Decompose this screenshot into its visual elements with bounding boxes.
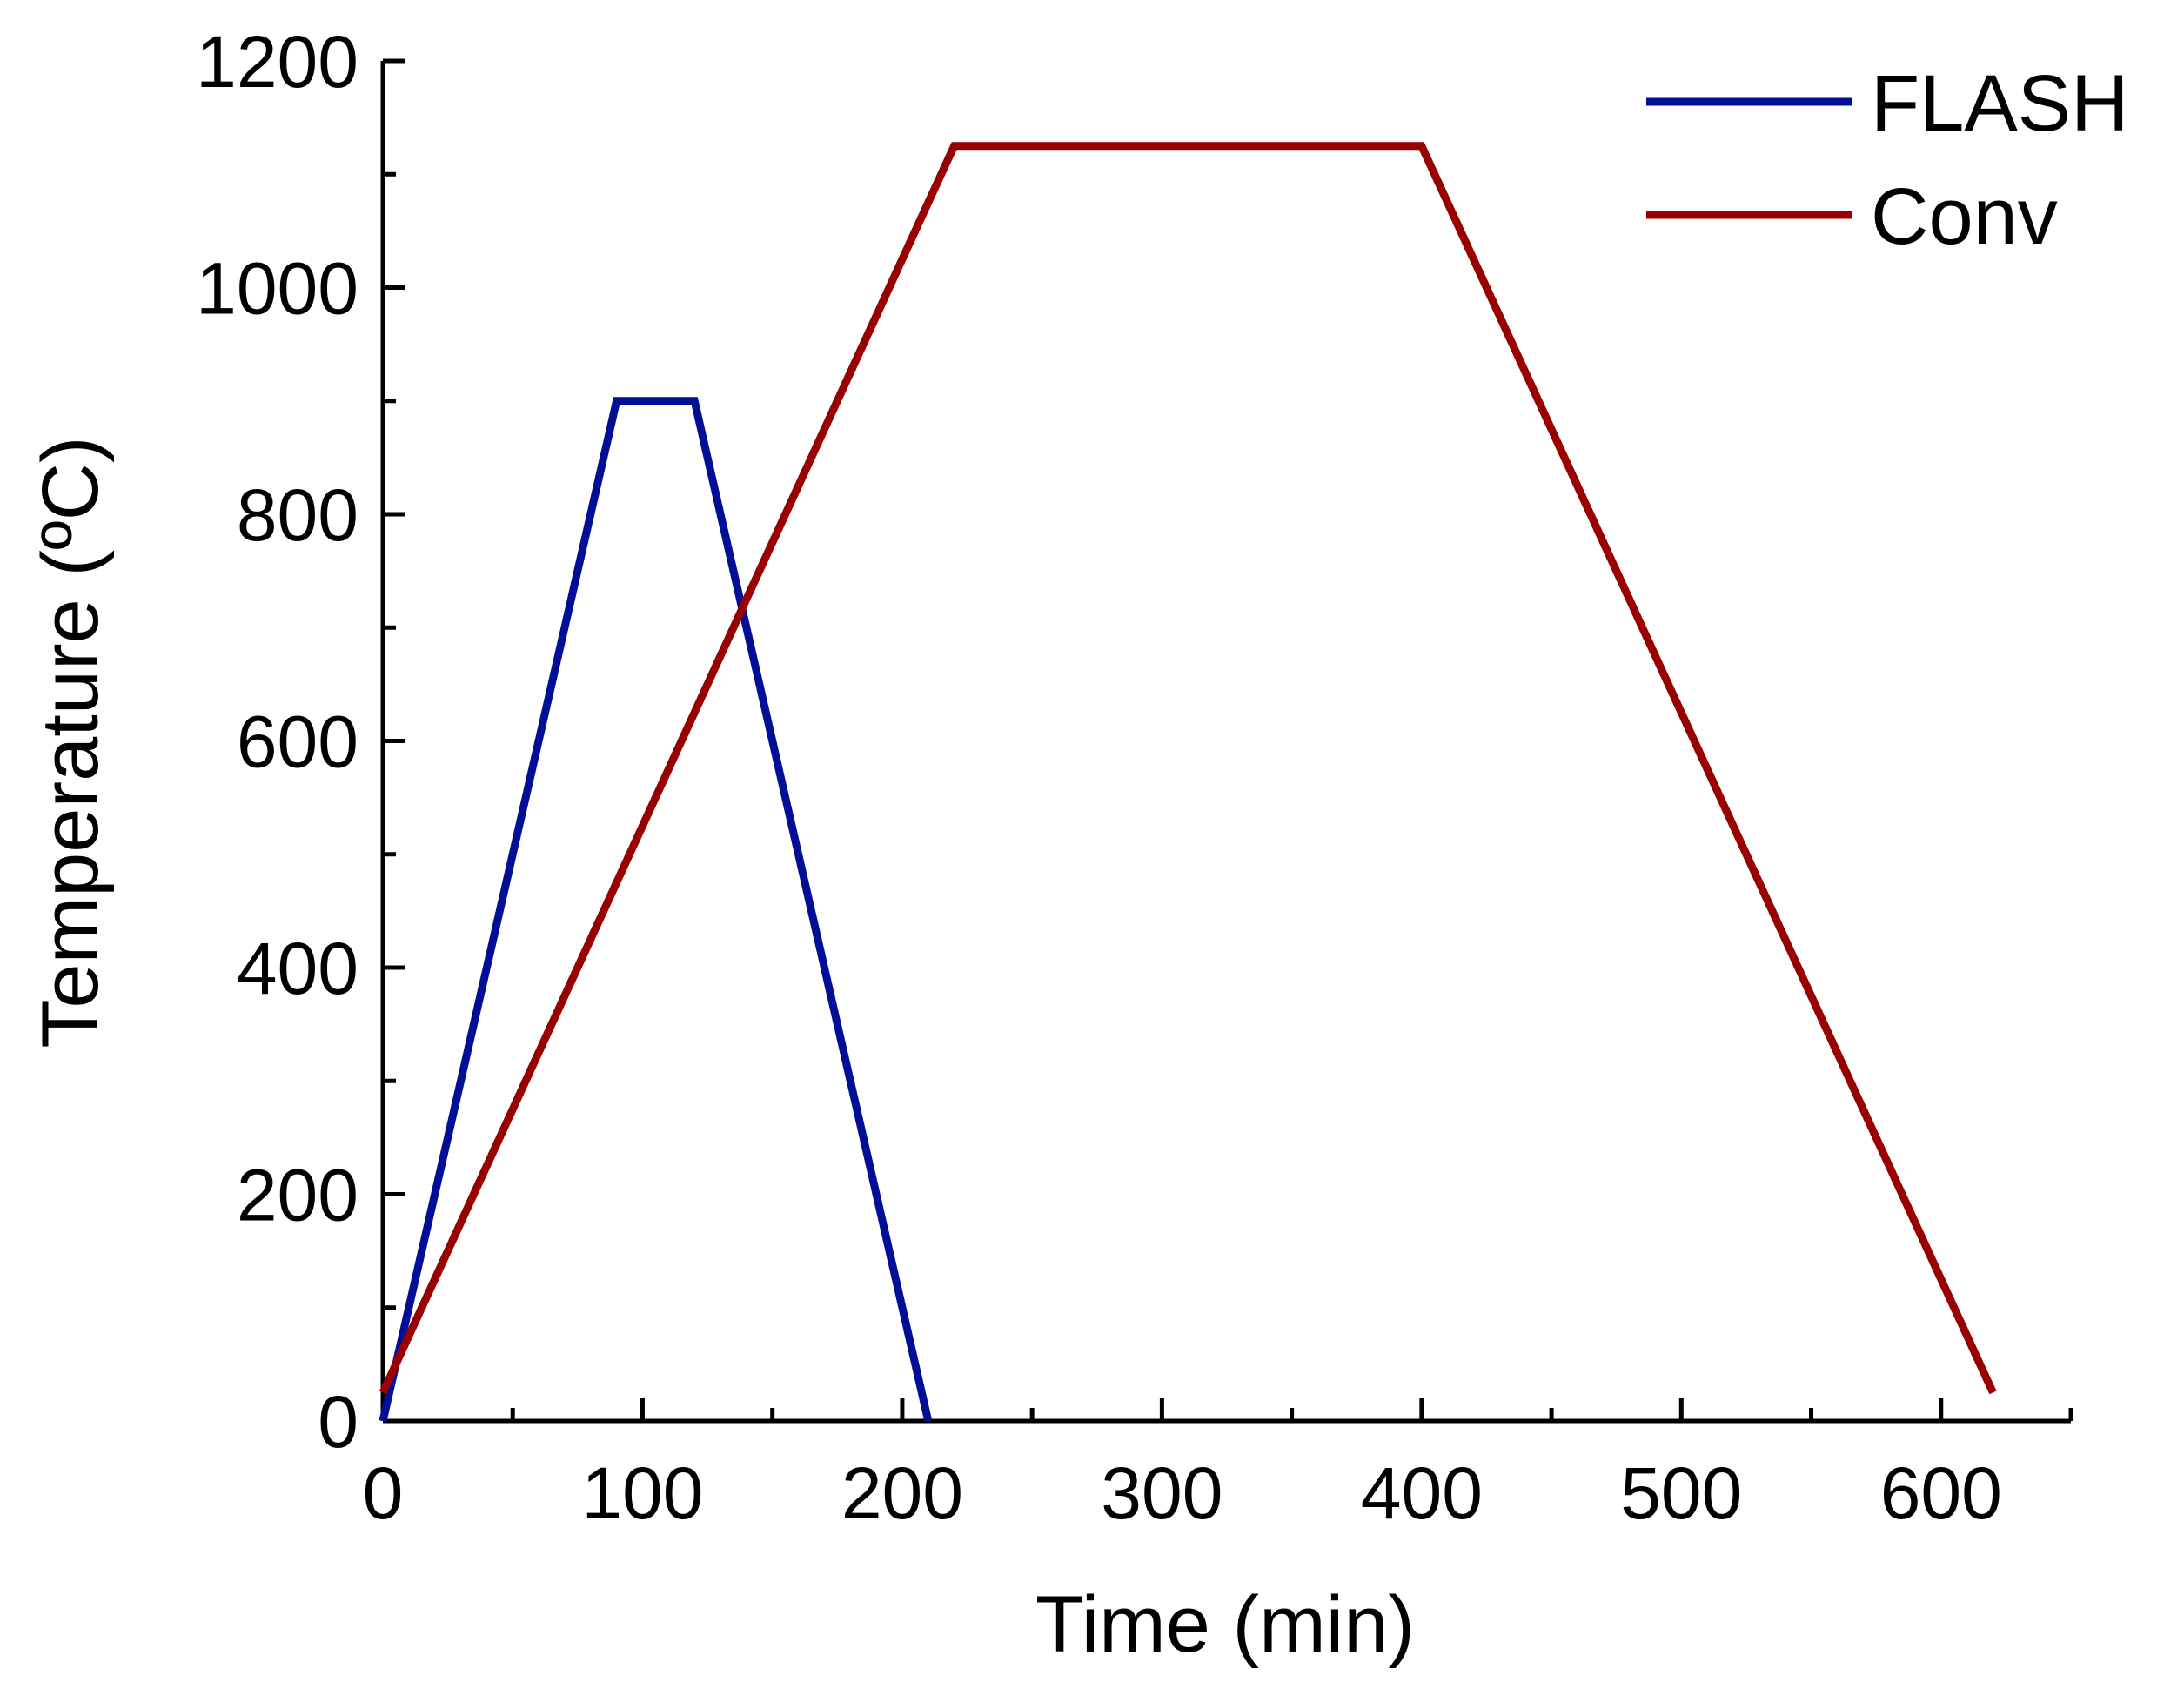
x-tick-label: 100 xyxy=(581,1452,703,1534)
x-tick-label: 300 xyxy=(1101,1452,1223,1534)
tick-labels: 0 100 200 300 400 500 600 0 200 400 600 800 1000 1200 xyxy=(196,21,2002,1534)
y-tick-label: 400 xyxy=(237,928,358,1009)
x-tick-label: 0 xyxy=(363,1452,404,1534)
axes xyxy=(380,58,2073,1424)
series-layer xyxy=(379,142,1997,1423)
series-line-conv xyxy=(379,142,1997,1395)
x-tick-label: 600 xyxy=(1880,1452,2002,1534)
y-tick-label: 1000 xyxy=(196,248,358,330)
series-line-flash xyxy=(379,397,933,1423)
x-tick-label: 400 xyxy=(1361,1452,1483,1534)
x-tick-label: 500 xyxy=(1620,1452,1742,1534)
y-tick-label: 600 xyxy=(237,701,358,783)
y-tick-label: 800 xyxy=(237,474,358,556)
x-axis-title: Time (min) xyxy=(1035,1580,1415,1669)
y-tick-label: 0 xyxy=(318,1381,358,1463)
y-axis-title: Temperature (ºC) xyxy=(26,436,115,1048)
legend-label-conv: Conv xyxy=(1871,172,2058,261)
x-tick-label: 200 xyxy=(841,1452,963,1534)
legend: FLASH Conv xyxy=(1646,59,2129,261)
legend-label-flash: FLASH xyxy=(1871,59,2129,148)
y-tick-label: 200 xyxy=(237,1155,358,1236)
y-tick-label: 1200 xyxy=(196,21,358,103)
